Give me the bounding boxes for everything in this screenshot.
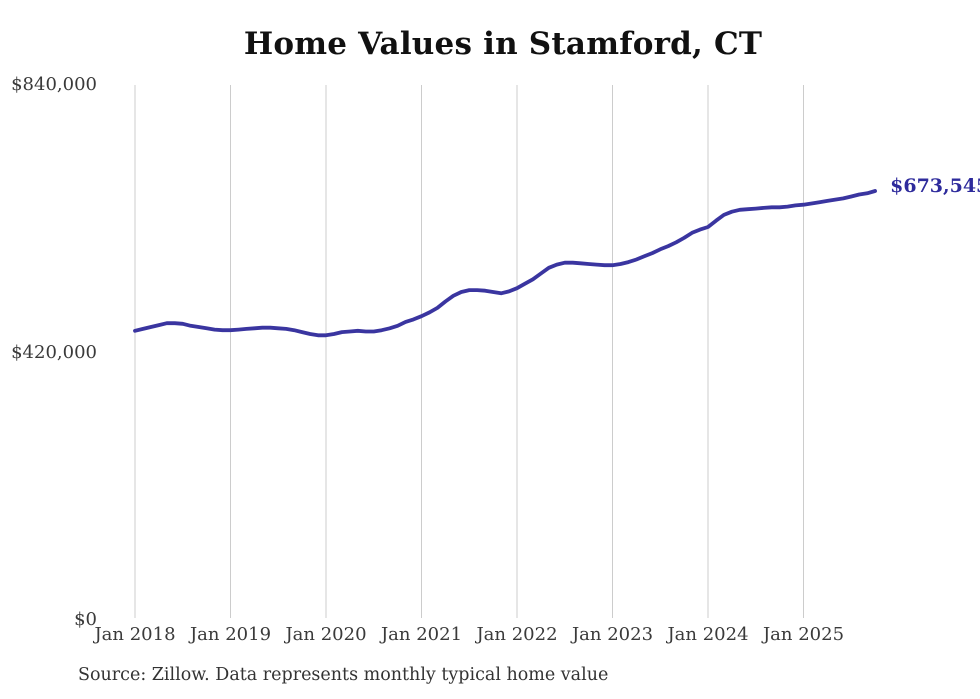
x-tick-label: Jan 2019: [189, 624, 272, 645]
x-tick-label: Jan 2020: [285, 624, 367, 645]
x-tick-label: Jan 2018: [94, 624, 176, 645]
x-tick-label: Jan 2024: [667, 624, 749, 645]
x-tick-label: Jan 2021: [380, 624, 463, 645]
source-note: Source: Zillow. Data represents monthly …: [78, 665, 609, 685]
home-value-line: [133, 189, 877, 338]
chart-title: Home Values in Stamford, CT: [243, 26, 763, 62]
y-axis: $840,000 $420,000 $0: [0, 0, 97, 699]
end-value-label: $673,545: [890, 175, 980, 198]
y-tick-label: $0: [74, 609, 97, 630]
x-tick-label: Jan 2022: [476, 624, 558, 645]
y-tick-label: $420,000: [11, 341, 97, 363]
x-tick-label: Jan 2023: [571, 624, 654, 645]
y-tick-label: $840,000: [11, 74, 97, 95]
x-axis: Jan 2018 Jan 2019 Jan 2020 Jan 2021 Jan 2022…: [0, 624, 980, 650]
x-tick-label: Jan 2025: [762, 624, 845, 645]
